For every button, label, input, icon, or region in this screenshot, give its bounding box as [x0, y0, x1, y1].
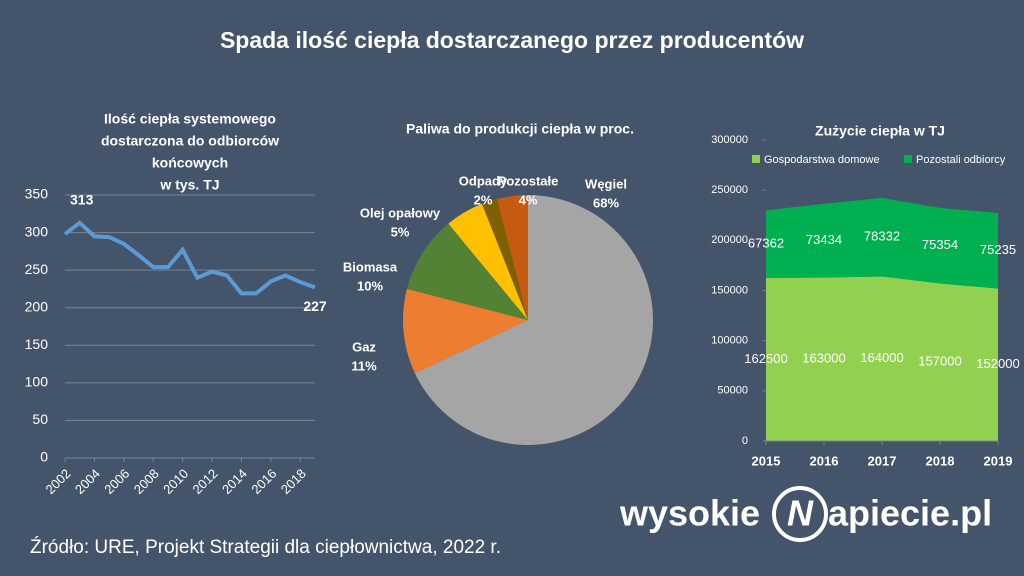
- slice-value-label: 4%: [519, 192, 538, 207]
- logo-circle: [772, 486, 828, 542]
- y-tick-label: 300: [25, 223, 49, 239]
- slice-value-label: 11%: [351, 358, 377, 373]
- slice-label: Gaz: [352, 339, 376, 354]
- x-tick-label: 2016: [810, 453, 839, 468]
- pie-slice: [406, 223, 528, 320]
- chart-title: w tys. TJ: [159, 177, 219, 193]
- data-line: [63, 220, 316, 296]
- y-tick-label: 50000: [717, 385, 748, 397]
- x-tick-label: 2004: [72, 466, 103, 497]
- y-tick-label: 350: [25, 186, 49, 202]
- chart-title: Paliwa do produkcji ciepła w proc.: [406, 121, 634, 137]
- slice-value-label: 68%: [593, 195, 619, 210]
- x-tick-label: 2012: [190, 466, 221, 497]
- y-tick-label: 200000: [711, 234, 748, 246]
- data-label: 163000: [802, 351, 845, 366]
- data-label: 67362: [748, 236, 784, 251]
- pie-slice: [403, 288, 528, 374]
- x-tick-label: 2016: [248, 466, 279, 497]
- y-tick-label: 100000: [711, 335, 748, 347]
- logo-text: wysokie: [619, 493, 760, 534]
- x-tick-label: 2014: [219, 466, 250, 497]
- legend-swatch: [904, 155, 912, 163]
- slice-label: Olej opałowy: [360, 205, 441, 220]
- data-label: 73434: [806, 232, 842, 247]
- chart-title: Zużycie ciepła w TJ: [815, 123, 945, 139]
- legend-label: Gospodarstwa domowe: [764, 154, 880, 166]
- slice-label: Węgiel: [585, 176, 627, 191]
- pie-slice: [414, 195, 653, 445]
- x-tick-label: 2018: [926, 453, 955, 468]
- pie-slice: [496, 195, 528, 320]
- x-tick-label: 2010: [160, 466, 191, 497]
- y-tick-label: 250: [25, 261, 49, 277]
- y-tick-label: 0: [742, 435, 748, 447]
- pie-slice: [448, 203, 528, 320]
- x-tick-label: 2008: [131, 466, 162, 497]
- chart-title: końcowych: [152, 155, 228, 171]
- data-label: 152000: [976, 356, 1019, 371]
- x-tick-label: 2019: [984, 453, 1013, 468]
- legend-swatch: [752, 155, 760, 163]
- slice-value-label: 5%: [391, 224, 410, 239]
- slice-value-label: 10%: [357, 278, 383, 293]
- pie-slice: [481, 198, 528, 320]
- x-tick-label: 2018: [278, 466, 309, 497]
- source: Źródło: URE, Projekt Strategii dla ciepł…: [30, 537, 501, 558]
- data-label: 157000: [918, 354, 961, 369]
- x-tick-label: 2006: [101, 466, 132, 497]
- data-label: 164000: [860, 350, 903, 365]
- data-label: 78332: [864, 229, 900, 244]
- chart-title: Ilość ciepła systemowego: [104, 111, 276, 127]
- area: [766, 276, 998, 441]
- slice-label: Odpady: [459, 173, 508, 188]
- slice-label: Biomasa: [343, 259, 398, 274]
- y-tick-label: 150000: [711, 284, 748, 296]
- area: [766, 197, 998, 289]
- logo-letter: N: [787, 493, 814, 534]
- data-label: 162500: [744, 351, 787, 366]
- y-tick-label: 300000: [711, 134, 748, 146]
- page-title: Spada ilość ciepła dostarczanego przez p…: [220, 27, 804, 53]
- data-label: 313: [70, 192, 94, 208]
- chart-title: dostarczona do odbiorców: [101, 133, 279, 149]
- slice-value-label: 2%: [474, 192, 493, 207]
- slice-label: Pozostałe: [498, 173, 559, 188]
- x-tick-label: 2015: [752, 453, 781, 468]
- y-tick-label: 200: [25, 298, 49, 314]
- x-tick-label: 2002: [42, 466, 73, 497]
- data-label: 227: [303, 298, 327, 314]
- y-tick-label: 150: [25, 336, 49, 352]
- y-tick-label: 50: [32, 411, 48, 427]
- y-tick-label: 250000: [711, 184, 748, 196]
- data-label: 75235: [980, 242, 1016, 257]
- data-label: 75354: [922, 237, 958, 252]
- legend-label: Pozostali odbiorcy: [916, 154, 1006, 166]
- logo: wysokie N apiecie.pl: [619, 486, 992, 542]
- y-tick-label: 100: [25, 374, 49, 390]
- y-tick-label: 0: [40, 449, 48, 465]
- x-tick-label: 2017: [868, 453, 897, 468]
- logo-text: apiecie.pl: [828, 493, 992, 534]
